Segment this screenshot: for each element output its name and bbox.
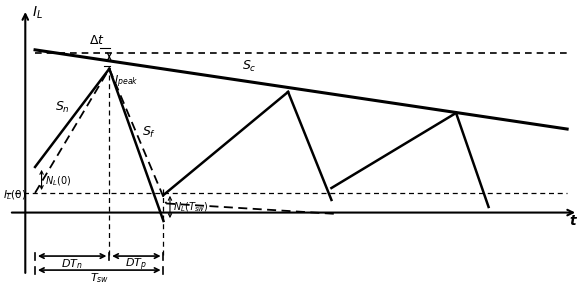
Text: $DT_p$: $DT_p$: [125, 257, 148, 273]
Text: $T_{sw}$: $T_{sw}$: [89, 271, 109, 285]
Text: $N_L(0)$: $N_L(0)$: [45, 174, 71, 188]
Text: $S_f$: $S_f$: [142, 124, 156, 140]
Text: t: t: [570, 214, 576, 228]
Text: $I_L$: $I_L$: [32, 4, 43, 21]
Text: $\Delta t$: $\Delta t$: [89, 34, 105, 47]
Text: $I_{peak}$: $I_{peak}$: [114, 74, 138, 90]
Text: $N_L(T_{sw})$: $N_L(T_{sw})$: [173, 201, 209, 214]
Text: $S_n$: $S_n$: [55, 100, 70, 115]
Text: $S_c$: $S_c$: [242, 59, 257, 74]
Text: $I_L(0)$: $I_L(0)$: [2, 188, 26, 202]
Text: $DT_n$: $DT_n$: [61, 257, 83, 271]
